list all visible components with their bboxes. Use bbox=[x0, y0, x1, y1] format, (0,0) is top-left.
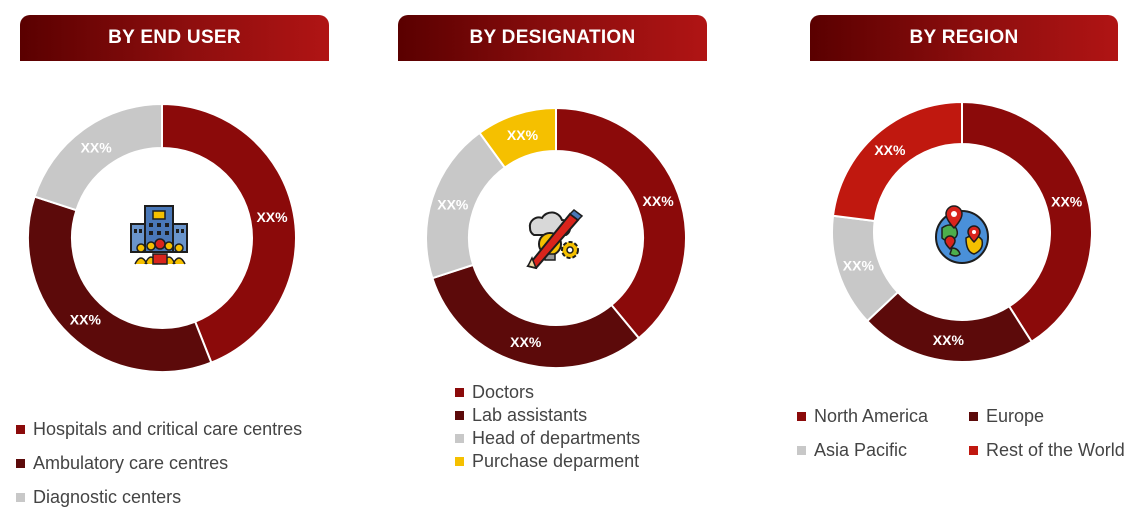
legend-label: Europe bbox=[986, 406, 1045, 426]
legend-swatch bbox=[455, 411, 464, 420]
legend-label: Hospitals and critical care centres bbox=[33, 419, 303, 439]
slice-label-europe: XX% bbox=[933, 332, 965, 348]
slice-lab-assistants bbox=[431, 263, 641, 369]
slice-label-purchase-deparment: XX% bbox=[507, 127, 539, 143]
legend-item-lab-assistants: Lab assistants bbox=[455, 405, 587, 426]
legend-swatch bbox=[797, 446, 806, 455]
legend-swatch bbox=[455, 457, 464, 466]
slice-label-north-america: XX% bbox=[1051, 194, 1083, 210]
legend-label: Head of departments bbox=[472, 428, 641, 448]
slice-label-asia-pacific: XX% bbox=[843, 258, 875, 274]
slice-label-head-of-departments: XX% bbox=[437, 196, 469, 212]
legend-label: Rest of the World bbox=[986, 440, 1125, 460]
legend-label: Asia Pacific bbox=[814, 440, 908, 460]
slice-label-diagnostic-centers: XX% bbox=[81, 139, 113, 155]
legend-label: Doctors bbox=[472, 382, 535, 402]
legend-label: Lab assistants bbox=[472, 405, 588, 425]
legend-item-hospitals-and-critical-care-centres: Hospitals and critical care centres bbox=[16, 419, 302, 440]
slice-purchase-deparment bbox=[478, 106, 557, 170]
region-title: BY REGION bbox=[810, 15, 1118, 61]
legend-item-doctors: Doctors bbox=[455, 382, 534, 403]
hospital-icon bbox=[127, 202, 193, 273]
end-user-title: BY END USER bbox=[20, 15, 329, 61]
legend-label: North America bbox=[814, 406, 929, 426]
slice-label-lab-assistants: XX% bbox=[510, 334, 542, 350]
idea-pencil-gear-icon bbox=[520, 206, 586, 275]
slice-label-ambulatory-care-centres: XX% bbox=[70, 312, 102, 328]
legend-swatch bbox=[969, 446, 978, 455]
legend-swatch bbox=[16, 493, 25, 502]
legend-item-north-america: North America bbox=[797, 406, 928, 427]
legend-item-purchase-deparment: Purchase deparment bbox=[455, 451, 639, 472]
legend-swatch bbox=[797, 412, 806, 421]
slice-diagnostic-centers bbox=[33, 102, 163, 212]
legend-swatch bbox=[16, 425, 25, 434]
slice-label-doctors: XX% bbox=[643, 193, 675, 209]
legend-swatch bbox=[16, 459, 25, 468]
slice-rest-of-the-world bbox=[831, 100, 963, 223]
legend-item-asia-pacific: Asia Pacific bbox=[797, 440, 907, 461]
legend-item-head-of-departments: Head of departments bbox=[455, 428, 640, 449]
slice-north-america bbox=[961, 100, 1094, 344]
designation-title: BY DESIGNATION bbox=[398, 15, 707, 61]
slice-hospitals-and-critical-care-centres bbox=[161, 102, 297, 364]
legend-label: Diagnostic centers bbox=[33, 487, 182, 507]
legend-item-rest-of-the-world: Rest of the World bbox=[969, 440, 1125, 461]
globe-location-icon bbox=[930, 202, 994, 271]
slice-label-hospitals-and-critical-care-centres: XX% bbox=[256, 209, 288, 225]
legend-swatch bbox=[455, 388, 464, 397]
slice-doctors bbox=[555, 106, 687, 340]
slice-ambulatory-care-centres bbox=[27, 195, 213, 373]
legend-item-diagnostic-centers: Diagnostic centers bbox=[16, 487, 181, 508]
legend-label: Ambulatory care centres bbox=[33, 453, 229, 473]
legend-swatch bbox=[969, 412, 978, 421]
legend-item-ambulatory-care-centres: Ambulatory care centres bbox=[16, 453, 228, 474]
slice-label-rest-of-the-world: XX% bbox=[874, 142, 906, 158]
legend-label: Purchase deparment bbox=[472, 451, 640, 471]
legend-item-europe: Europe bbox=[969, 406, 1044, 427]
legend-swatch bbox=[455, 434, 464, 443]
